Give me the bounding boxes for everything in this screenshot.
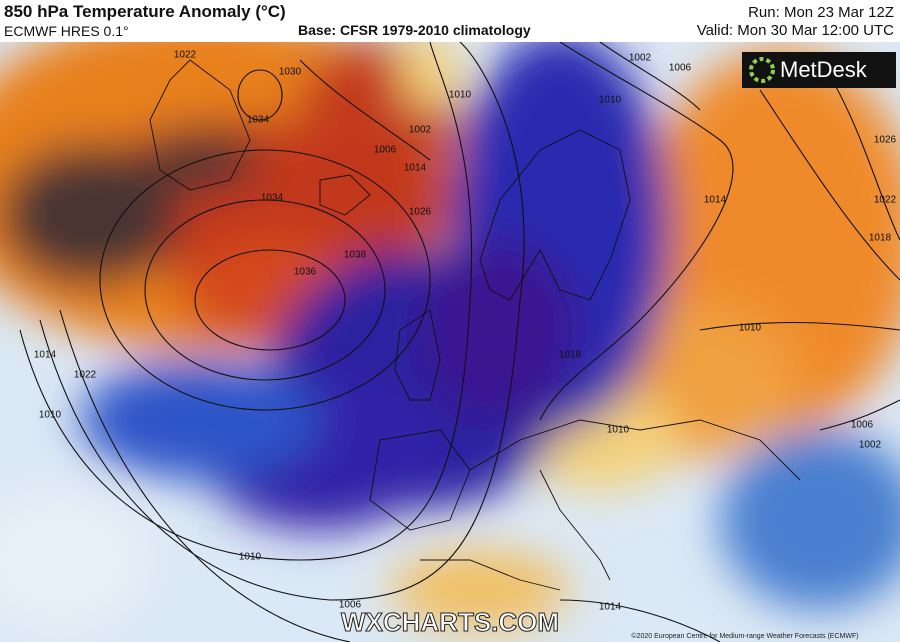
isobar-label: 1010	[39, 410, 62, 421]
map: 1022 1030 1034 1010 1002 1006 1014 1026 1034 1038…	[0, 42, 900, 642]
logo-text: MetDesk	[780, 57, 868, 82]
isobar-label: 1014	[404, 163, 427, 174]
model: ECMWF HRES 0.1°	[4, 23, 129, 39]
isobar-label: 1022	[74, 370, 97, 381]
isobar-label: 1002	[409, 125, 432, 136]
watermark: WXCHARTS.COM	[341, 607, 559, 637]
isobar-label: 1006	[374, 145, 397, 156]
isobar-label: 1014	[599, 602, 622, 613]
isobar-label: 1014	[34, 350, 57, 361]
isobar-label: 1006	[339, 600, 362, 611]
isobar-label: 1022	[874, 195, 897, 206]
copyright: ©2020 European Centre for Medium-range W…	[631, 632, 858, 640]
isobar-label: 1010	[607, 425, 630, 436]
coastlines	[149, 59, 801, 591]
isobar-label: 1022	[174, 50, 197, 61]
isobar-label: 1026	[874, 135, 897, 146]
isobar-label: 1010	[599, 95, 622, 106]
isobar-label: 1010	[739, 323, 762, 334]
isobar-label: 1014	[704, 195, 727, 206]
isobar-label: 1002	[629, 53, 652, 64]
isobar-label: 1034	[261, 193, 284, 204]
isobar-label: 1030	[279, 67, 302, 78]
run: Run: Mon 23 Mar 12Z	[748, 4, 894, 21]
isobar-label: 1018	[559, 350, 582, 361]
logo-icon	[749, 57, 775, 83]
anomaly-field	[0, 42, 900, 642]
isobar-label: 1006	[851, 420, 874, 431]
isobar-label: 1010	[239, 552, 262, 563]
valid: Valid: Mon 30 Mar 12:00 UTC	[696, 22, 894, 39]
isobar-labels: 1022 1030 1034 1010 1002 1006 1014 1026 1034 1038…	[34, 50, 897, 613]
base: Base: CFSR 1979-2010 climatology	[298, 22, 531, 38]
isobar-label: 1002	[859, 440, 882, 451]
isobars	[19, 42, 900, 642]
isobar-label: 1018	[869, 233, 892, 244]
isobar-label: 1038	[344, 250, 367, 261]
isobar-label: 1036	[294, 267, 317, 278]
isobar-label: 1010	[449, 90, 472, 101]
title: 850 hPa Temperature Anomaly (°C)	[4, 2, 286, 21]
isobar-label: 1034	[247, 115, 270, 126]
logo-box	[742, 52, 896, 88]
isobar-label: 1006	[669, 63, 692, 74]
isobar-label: 1026	[409, 207, 432, 218]
